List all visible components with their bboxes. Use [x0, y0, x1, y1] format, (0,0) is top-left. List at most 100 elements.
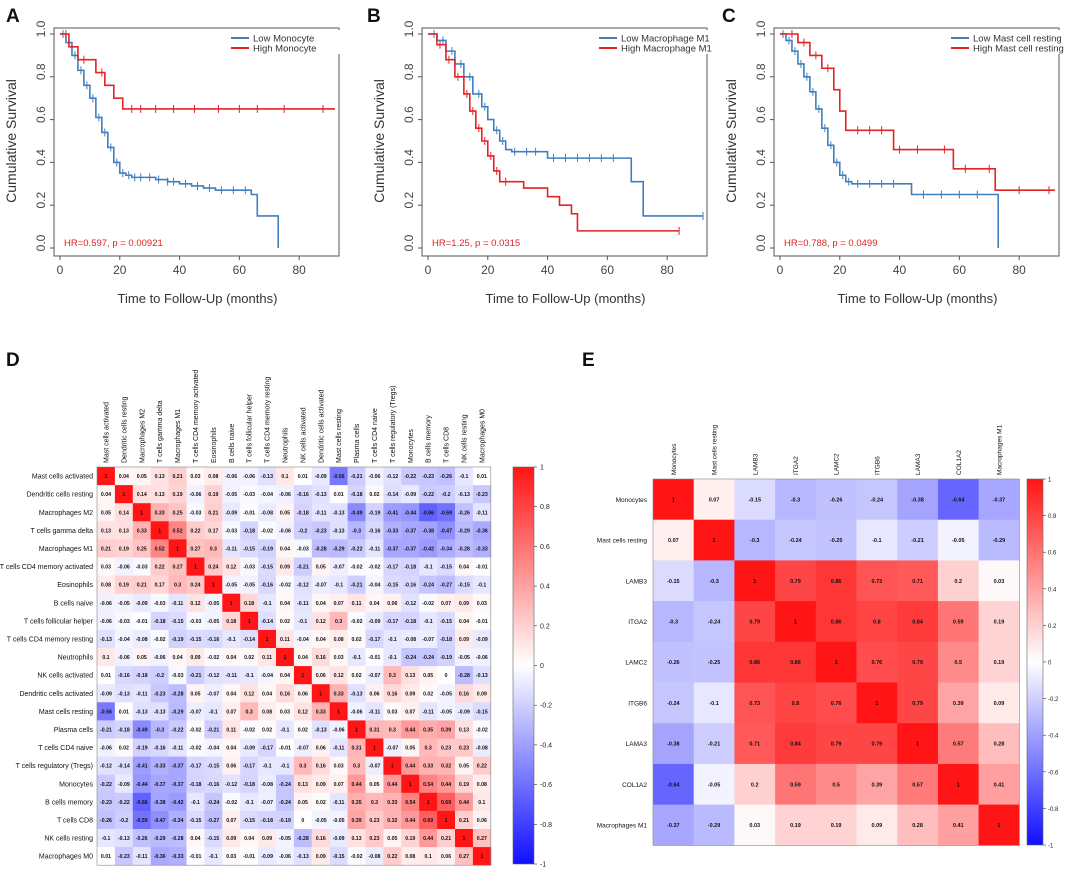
cell-value: -0.47	[154, 818, 166, 824]
row-label: Macrophages M1	[597, 822, 648, 829]
cell-value: -0.03	[243, 492, 255, 498]
x-tick-label: 40	[173, 263, 187, 277]
cell-value: -0.3	[709, 579, 718, 585]
cell-value: -0.06	[279, 528, 291, 534]
heatmap-cell	[347, 774, 366, 794]
cell-value: 1	[391, 764, 394, 770]
heatmap-cell	[114, 557, 134, 576]
heatmap-cell	[383, 557, 402, 576]
cell-value: -0.25	[708, 660, 721, 666]
heatmap-cell	[472, 702, 492, 721]
cell-value: -0.44	[136, 782, 148, 788]
heatmap-cell	[419, 648, 438, 667]
cell-value: -0.14	[386, 492, 398, 498]
heatmap-cell	[258, 611, 277, 631]
cell-value: -0.06	[243, 474, 255, 480]
heatmap-cell	[455, 593, 474, 613]
cell-value: 0.02	[351, 673, 361, 679]
cell-value: 0.84	[790, 742, 802, 748]
colorbar-tick-label: -0.6	[1048, 770, 1059, 776]
heatmap-cell	[186, 702, 205, 721]
heatmap-cell	[186, 720, 205, 739]
heatmap-cell	[978, 723, 1020, 765]
cell-value: 0.16	[387, 691, 397, 697]
heatmap-cell	[437, 539, 456, 558]
cell-value: -0.19	[440, 655, 452, 661]
heatmap-cell	[150, 720, 169, 739]
heatmap-cell	[775, 519, 817, 561]
cell-value: -0.07	[333, 565, 345, 571]
cell-value: 0.22	[190, 528, 200, 534]
heatmap-cell	[455, 684, 474, 703]
heatmap-cell	[472, 485, 492, 504]
heatmap-cell	[276, 829, 295, 848]
heatmap-cell	[365, 539, 384, 558]
colorbar-tick-label: 0.2	[540, 623, 550, 630]
cell-value: -0.02	[351, 565, 363, 571]
cell-value: -0.02	[154, 637, 166, 643]
cell-value: 0.39	[351, 818, 361, 824]
column-label: T cells follicular helper	[247, 393, 254, 463]
cell-value: 0.07	[441, 601, 451, 607]
cell-value: 0.5	[954, 660, 962, 666]
cell-value: 0.01	[119, 709, 129, 715]
heatmap-cell	[455, 467, 474, 486]
cell-value: -0.02	[351, 619, 363, 625]
heatmap-cell	[114, 611, 134, 631]
cell-value: 0.07	[709, 497, 720, 503]
cell-value: -0.1	[263, 601, 272, 607]
cell-value: 0.12	[316, 619, 326, 625]
heatmap-cell	[276, 521, 295, 540]
cell-value: -0.24	[279, 800, 291, 806]
heatmap-cell	[240, 810, 259, 830]
cell-value: 0.44	[405, 764, 415, 770]
heatmap-cell	[293, 629, 313, 649]
cell-value: 0.44	[405, 818, 415, 824]
cell-value: -0.07	[297, 746, 309, 752]
cell-value: 0.13	[119, 528, 129, 534]
cell-value: 0.27	[172, 565, 182, 571]
heatmap-cell	[258, 629, 277, 649]
cell-value: 0.1	[102, 655, 109, 661]
heatmap-cell	[132, 539, 152, 558]
cell-value: 1	[463, 836, 466, 842]
heatmap-cell	[653, 723, 695, 765]
heatmap-cell	[258, 702, 277, 721]
heatmap-cell	[293, 684, 313, 703]
cell-value: -0.01	[190, 854, 202, 860]
cell-value: -0.05	[440, 709, 452, 715]
cell-value: -0.06	[333, 727, 345, 733]
cell-value: 0.04	[298, 655, 308, 661]
x-axis-label: Time to Follow-Up (months)	[838, 291, 998, 306]
cell-value: -0.47	[440, 528, 452, 534]
heatmap-cell	[365, 756, 384, 776]
heatmap-cell	[437, 593, 456, 613]
colorbar-tick-label: -0.2	[1048, 697, 1059, 703]
heatmap-cell	[240, 648, 259, 667]
heatmap-cell	[978, 641, 1020, 683]
cell-value: 0.13	[155, 492, 165, 498]
panel-c-survival-plot: C 0.0 0.2 0.4 0.6 0.8 1.0 0 20 40 60 80 Time to Foll…	[722, 6, 1064, 306]
heatmap-cell	[293, 485, 313, 504]
cell-value: 1	[194, 565, 197, 571]
cell-value: 0.19	[405, 836, 415, 842]
heatmap-cell	[815, 560, 857, 602]
cell-value: 0.33	[387, 800, 397, 806]
heatmap-cell	[293, 792, 313, 812]
heatmap-cell	[347, 847, 366, 866]
cell-value: 0.84	[912, 619, 924, 625]
column-label: NK cells resting	[461, 414, 468, 463]
cell-value: -0.12	[404, 601, 416, 607]
heatmap-cell	[186, 847, 205, 866]
cell-value: -0.1	[872, 538, 881, 544]
heatmap-cell	[937, 804, 979, 846]
heatmap-cell	[401, 593, 420, 613]
cell-value: -0.15	[748, 497, 761, 503]
cell-value: -0.18	[118, 727, 130, 733]
heatmap-cell	[293, 557, 313, 576]
cell-value: 0.57	[953, 742, 964, 748]
heatmap-cell	[365, 467, 384, 486]
heatmap-cell	[419, 521, 438, 540]
heatmap-cell	[401, 720, 420, 739]
heatmap-cell	[222, 503, 241, 522]
